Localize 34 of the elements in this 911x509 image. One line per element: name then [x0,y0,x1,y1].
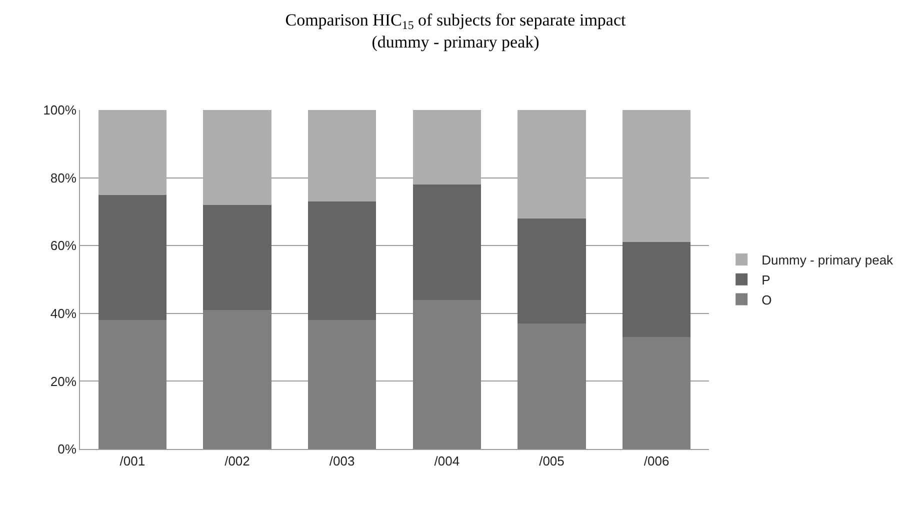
bar [518,324,586,449]
bar [622,337,691,449]
bar [518,218,586,324]
x-tick-label: /006 [644,454,670,469]
x-tick-label: /003 [329,454,355,469]
legend-label: P [762,272,770,288]
bar [622,110,691,242]
bar [412,300,481,449]
x-tick-label: /001 [120,454,146,469]
legend-label: O [762,292,772,308]
bar [98,110,166,195]
bar [203,204,272,310]
bar [412,110,481,185]
legend-label: Dummy - primary peak [762,252,894,268]
y-tick-label: 60% [50,238,77,254]
y-tick-label: 80% [50,170,77,186]
bar [98,320,166,449]
y-tick-label: 20% [50,374,77,389]
bar [203,110,272,205]
bar [622,242,691,338]
x-tick-label: /005 [539,454,564,469]
y-tick-label: 100% [43,102,77,118]
x-tick-label: /004 [434,454,460,469]
y-tick-label: 0% [58,442,77,457]
bar [308,110,376,202]
x-tick-label: /002 [224,454,250,469]
bar [203,310,272,449]
chart-title: Comparison HIC$_{15}$ of subjects for separate impact (dummy - primary peak) [285,10,626,52]
bar [98,194,166,320]
bar [518,110,586,218]
y-tick-label: 40% [50,306,77,321]
bar [308,202,376,320]
bar [412,184,481,300]
bar [308,320,376,449]
